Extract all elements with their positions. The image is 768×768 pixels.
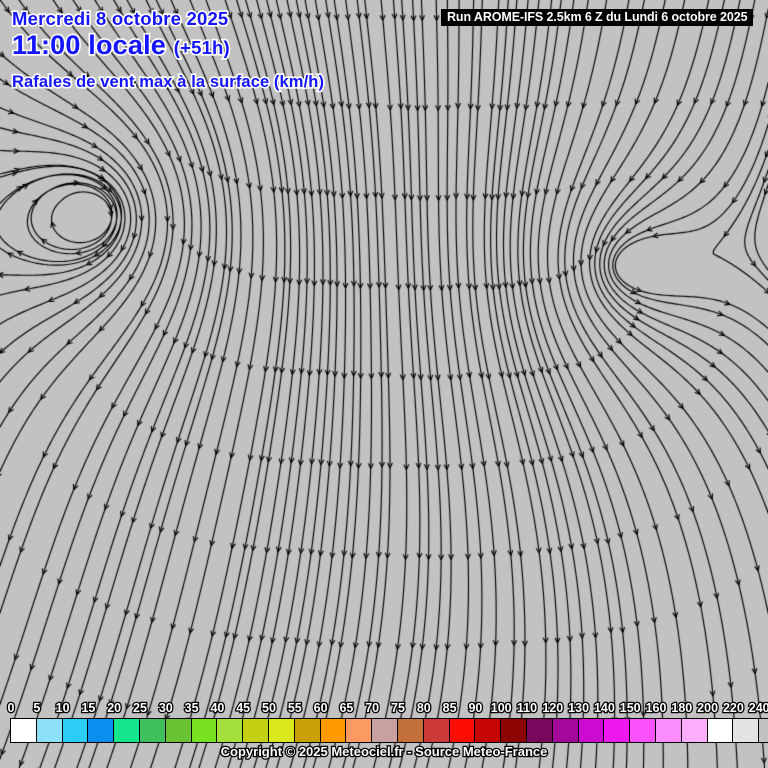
- legend-tick: 45: [235, 700, 251, 717]
- legend-swatch[interactable]: [320, 719, 347, 742]
- legend-swatch[interactable]: [707, 719, 734, 742]
- legend-swatch[interactable]: [243, 719, 269, 742]
- legend-tick: 100: [489, 700, 512, 717]
- legend-tick: 60: [312, 700, 328, 717]
- legend-tick: 200: [696, 700, 719, 717]
- legend-swatch[interactable]: [578, 719, 605, 742]
- legend-tick: 150: [618, 700, 641, 717]
- legend-tick: 25: [132, 700, 148, 717]
- legend-swatch[interactable]: [759, 719, 768, 742]
- legend-swatch[interactable]: [397, 719, 424, 742]
- legend-tick: 240: [747, 700, 768, 717]
- legend-tick: 35: [183, 700, 199, 717]
- legend-swatch[interactable]: [552, 719, 579, 742]
- legend-tick: 0: [6, 700, 16, 717]
- legend-tick: 55: [287, 700, 303, 717]
- legend-tick: 120: [541, 700, 564, 717]
- legend-swatch[interactable]: [62, 719, 89, 742]
- copyright-label: Copyright © 2025 Meteociel.fr - Source M…: [219, 743, 548, 761]
- legend-swatch[interactable]: [11, 719, 37, 742]
- legend-swatch[interactable]: [501, 719, 527, 742]
- legend-tick: 80: [416, 700, 432, 717]
- legend-tick: 220: [722, 700, 745, 717]
- legend-tick: 180: [670, 700, 693, 717]
- legend-color-bar[interactable]: [10, 718, 768, 743]
- legend-tick: 70: [364, 700, 380, 717]
- legend-swatch[interactable]: [114, 719, 140, 742]
- legend-swatch[interactable]: [88, 719, 115, 742]
- legend-tick: 75: [390, 700, 406, 717]
- legend-tick: 50: [261, 700, 277, 717]
- legend-swatch[interactable]: [423, 719, 450, 742]
- legend-tick: 40: [209, 700, 225, 717]
- legend-tick: 15: [80, 700, 96, 717]
- legend-swatch[interactable]: [191, 719, 218, 742]
- legend-tick: 85: [441, 700, 457, 717]
- legend-swatch[interactable]: [475, 719, 502, 742]
- legend-tick: 10: [54, 700, 70, 717]
- legend-tick: 110: [516, 700, 539, 717]
- legend-swatch[interactable]: [655, 719, 682, 742]
- legend-tick: 90: [467, 700, 483, 717]
- legend-swatch[interactable]: [217, 719, 244, 742]
- legend-swatch[interactable]: [294, 719, 321, 742]
- legend-swatch[interactable]: [372, 719, 398, 742]
- legend-swatch[interactable]: [165, 719, 192, 742]
- legend-swatch[interactable]: [346, 719, 373, 742]
- legend-tick-labels: 0 5 10 15 20 25 30 35 40 45 50 55 60 65 70 75 80 85 90 100 1…: [0, 700, 768, 718]
- legend-tick: 140: [593, 700, 616, 717]
- legend-tick: 160: [644, 700, 667, 717]
- legend-tick: 5: [32, 700, 42, 717]
- legend-swatch[interactable]: [139, 719, 166, 742]
- legend-swatch[interactable]: [268, 719, 295, 742]
- legend-tick: 30: [158, 700, 174, 717]
- legend-swatch[interactable]: [449, 719, 476, 742]
- legend-swatch[interactable]: [526, 719, 553, 742]
- legend-swatch[interactable]: [36, 719, 63, 742]
- legend-swatch[interactable]: [681, 719, 708, 742]
- color-scale-legend: 0 5 10 15 20 25 30 35 40 45 50 55 60 65 70 75 80 85 90 100 1…: [0, 700, 768, 768]
- legend-swatch[interactable]: [733, 719, 760, 742]
- legend-tick: 130: [567, 700, 590, 717]
- legend-swatch[interactable]: [604, 719, 631, 742]
- legend-tick: 65: [338, 700, 354, 717]
- legend-tick: 20: [106, 700, 122, 717]
- legend-swatch[interactable]: [630, 719, 656, 742]
- model-run-bar: Run AROME-IFS 2.5km 6 Z du Lundi 6 octob…: [441, 9, 754, 26]
